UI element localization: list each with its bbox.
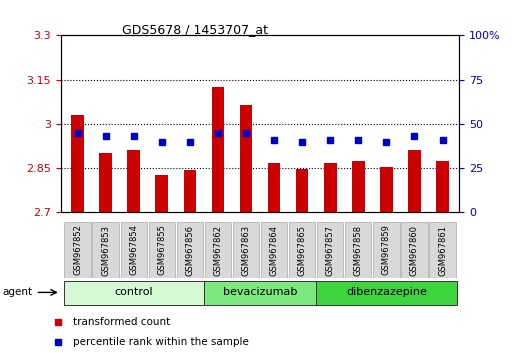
FancyBboxPatch shape — [317, 222, 343, 278]
FancyBboxPatch shape — [316, 281, 457, 305]
Bar — [268, 163, 280, 212]
Text: transformed count: transformed count — [73, 318, 170, 327]
Bar — [240, 105, 252, 212]
FancyBboxPatch shape — [204, 281, 316, 305]
Text: GSM967861: GSM967861 — [438, 224, 447, 275]
Bar — [296, 169, 308, 212]
FancyBboxPatch shape — [289, 222, 315, 278]
Text: GSM967865: GSM967865 — [298, 224, 307, 275]
Bar — [324, 163, 336, 212]
Text: dibenzazepine: dibenzazepine — [346, 287, 427, 297]
Bar — [212, 87, 224, 212]
FancyBboxPatch shape — [233, 222, 259, 278]
FancyBboxPatch shape — [64, 222, 91, 278]
Text: GSM967858: GSM967858 — [354, 224, 363, 275]
Text: agent: agent — [3, 287, 33, 297]
Bar — [380, 167, 393, 212]
Text: percentile rank within the sample: percentile rank within the sample — [73, 337, 249, 347]
Bar — [352, 161, 365, 212]
FancyBboxPatch shape — [148, 222, 175, 278]
Bar — [408, 150, 421, 212]
FancyBboxPatch shape — [345, 222, 372, 278]
FancyBboxPatch shape — [373, 222, 400, 278]
FancyBboxPatch shape — [120, 222, 147, 278]
FancyBboxPatch shape — [261, 222, 287, 278]
FancyBboxPatch shape — [429, 222, 456, 278]
Text: GSM967859: GSM967859 — [382, 225, 391, 275]
Text: GSM967852: GSM967852 — [73, 225, 82, 275]
FancyBboxPatch shape — [63, 281, 204, 305]
Text: GSM967854: GSM967854 — [129, 225, 138, 275]
Text: bevacizumab: bevacizumab — [223, 287, 297, 297]
FancyBboxPatch shape — [401, 222, 428, 278]
FancyBboxPatch shape — [92, 222, 119, 278]
Bar — [155, 175, 168, 212]
Text: GSM967855: GSM967855 — [157, 225, 166, 275]
Bar — [71, 115, 84, 212]
Bar — [127, 150, 140, 212]
Text: GDS5678 / 1453707_at: GDS5678 / 1453707_at — [122, 23, 268, 36]
Text: GSM967853: GSM967853 — [101, 224, 110, 275]
Text: GSM967860: GSM967860 — [410, 224, 419, 275]
Text: GSM967856: GSM967856 — [185, 224, 194, 275]
Text: GSM967857: GSM967857 — [326, 224, 335, 275]
FancyBboxPatch shape — [205, 222, 231, 278]
Text: GSM967863: GSM967863 — [241, 224, 250, 276]
Text: GSM967862: GSM967862 — [213, 224, 222, 275]
Text: GSM967864: GSM967864 — [270, 224, 279, 275]
Bar — [99, 153, 112, 212]
FancyBboxPatch shape — [177, 222, 203, 278]
Bar — [184, 170, 196, 212]
Bar — [436, 161, 449, 212]
Text: control: control — [115, 287, 153, 297]
